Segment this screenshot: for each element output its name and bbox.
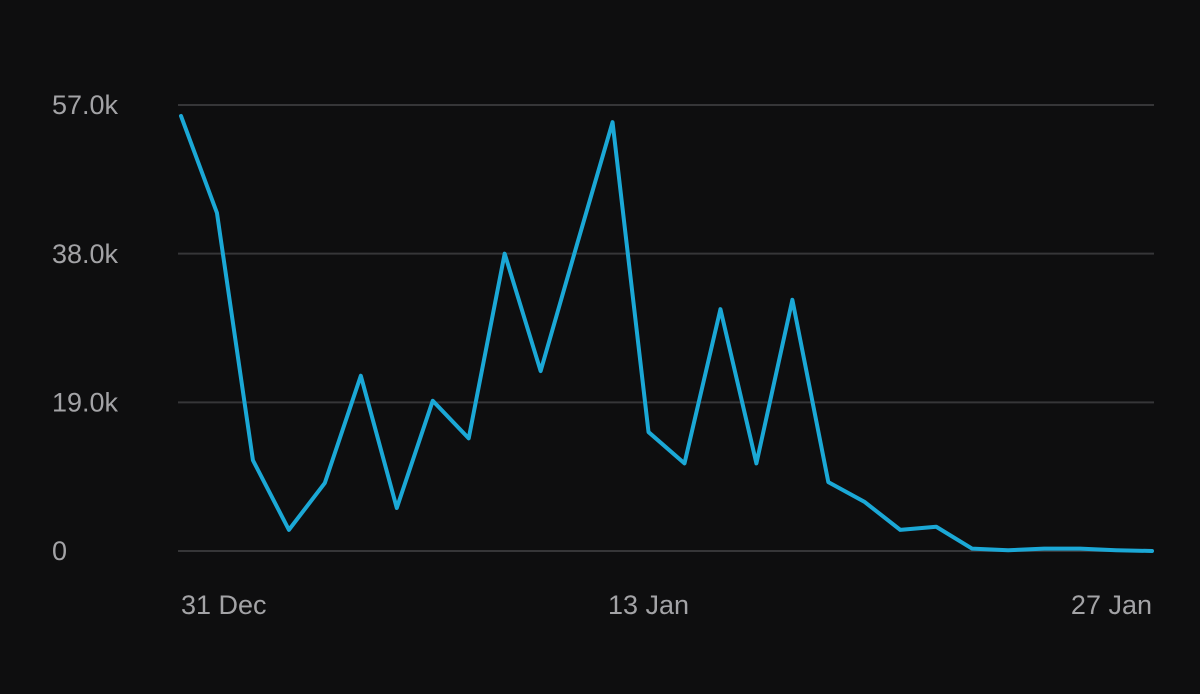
y-tick-label: 38.0k [52, 239, 119, 269]
line [179, 113, 1154, 553]
x-tick-label: 13 Jan [608, 590, 689, 620]
x-tick-label: 27 Jan [1071, 590, 1152, 620]
y-tick-label: 19.0k [52, 387, 119, 417]
y-tick-label: 0 [52, 536, 67, 566]
y-tick-label: 57.0k [52, 90, 119, 120]
x-tick-label: 31 Dec [181, 590, 267, 620]
